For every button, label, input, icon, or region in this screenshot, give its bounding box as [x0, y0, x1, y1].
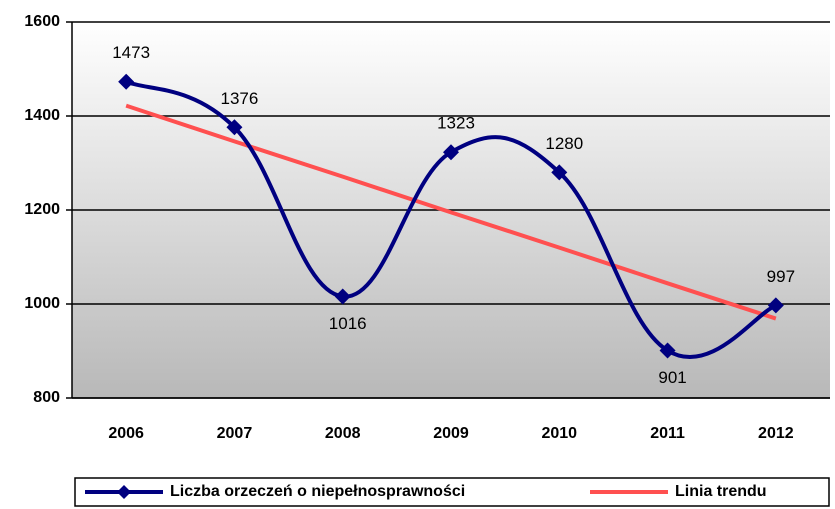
series-line — [125, 103, 777, 321]
point-marker — [334, 288, 351, 305]
y-tick-label: 1200 — [24, 201, 60, 218]
y-tick-label: 1400 — [24, 107, 60, 124]
x-tick-label: 2009 — [433, 425, 469, 442]
point-marker — [443, 144, 459, 161]
data-label: 1280 — [545, 134, 583, 153]
point-marker — [767, 297, 784, 314]
point-marker — [659, 342, 676, 359]
y-tick-label: 1600 — [24, 13, 60, 30]
legend-label: Liczba orzeczeń o niepełnosprawności — [170, 483, 465, 500]
data-label: 1016 — [329, 314, 367, 333]
data-label: 1376 — [221, 89, 259, 108]
data-label: 901 — [658, 368, 686, 387]
point-marker — [118, 73, 135, 90]
point-marker — [226, 119, 243, 136]
y-tick-label: 800 — [33, 389, 60, 406]
x-tick-label: 2011 — [650, 425, 685, 442]
x-tick-label: 2006 — [108, 425, 144, 442]
x-tick-label: 2008 — [325, 425, 361, 442]
data-label: 1323 — [437, 114, 475, 133]
legend-label: Linia trendu — [675, 483, 767, 500]
legend-marker — [117, 485, 131, 499]
x-tick-label: 2010 — [541, 425, 577, 442]
legend-box — [74, 477, 830, 507]
x-tick-label: 2012 — [758, 425, 794, 442]
data-label: 997 — [767, 267, 795, 286]
point-marker — [551, 164, 568, 181]
x-tick-label: 2007 — [217, 425, 253, 442]
data-label: 1473 — [112, 43, 150, 62]
y-tick-label: 1000 — [24, 295, 60, 312]
